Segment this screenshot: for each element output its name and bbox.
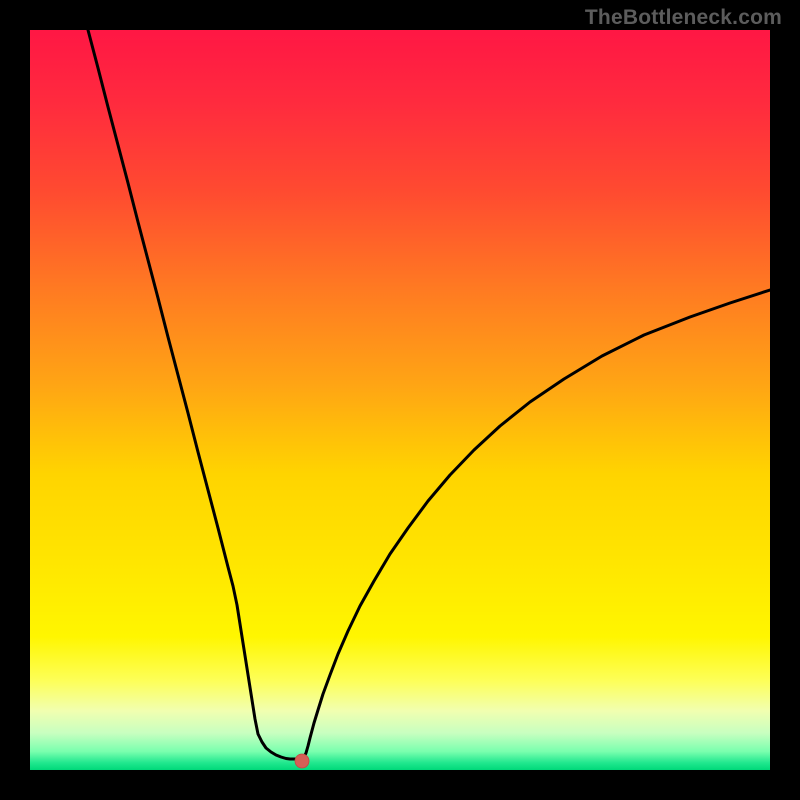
gradient-background bbox=[30, 30, 770, 770]
bottleneck-marker bbox=[295, 754, 309, 768]
watermark-text: TheBottleneck.com bbox=[585, 6, 782, 30]
chart-svg bbox=[30, 30, 770, 770]
outer-frame: TheBottleneck.com bbox=[0, 0, 800, 800]
plot-area bbox=[30, 30, 770, 770]
